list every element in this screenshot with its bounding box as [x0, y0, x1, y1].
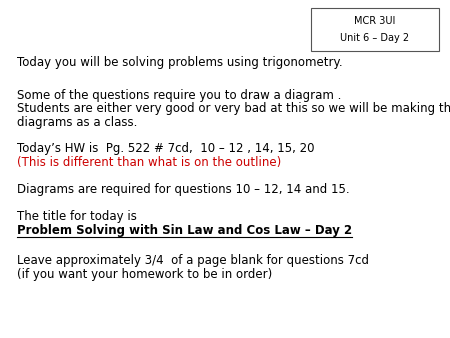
Text: Unit 6 – Day 2: Unit 6 – Day 2 [340, 33, 409, 43]
Text: diagrams as a class.: diagrams as a class. [17, 116, 138, 129]
Text: Diagrams are required for questions 10 – 12, 14 and 15.: Diagrams are required for questions 10 –… [17, 183, 350, 196]
Text: Problem Solving with Sin Law and Cos Law – Day 2: Problem Solving with Sin Law and Cos Law… [17, 224, 352, 237]
Text: Students are either very good or very bad at this so we will be making the: Students are either very good or very ba… [17, 102, 450, 115]
Text: Leave approximately 3/4  of a page blank for questions 7cd: Leave approximately 3/4 of a page blank … [17, 255, 369, 267]
Text: (if you want your homework to be in order): (if you want your homework to be in orde… [17, 268, 272, 281]
Text: Today’s HW is  Pg. 522 # 7cd,  10 – 12 , 14, 15, 20: Today’s HW is Pg. 522 # 7cd, 10 – 12 , 1… [17, 142, 315, 155]
Text: The title for today is: The title for today is [17, 210, 137, 223]
Text: (This is different than what is on the outline): (This is different than what is on the o… [17, 156, 281, 169]
Text: MCR 3UI: MCR 3UI [354, 16, 395, 26]
Text: Some of the questions require you to draw a diagram .: Some of the questions require you to dra… [17, 89, 342, 102]
Text: Today you will be solving problems using trigonometry.: Today you will be solving problems using… [17, 56, 343, 69]
